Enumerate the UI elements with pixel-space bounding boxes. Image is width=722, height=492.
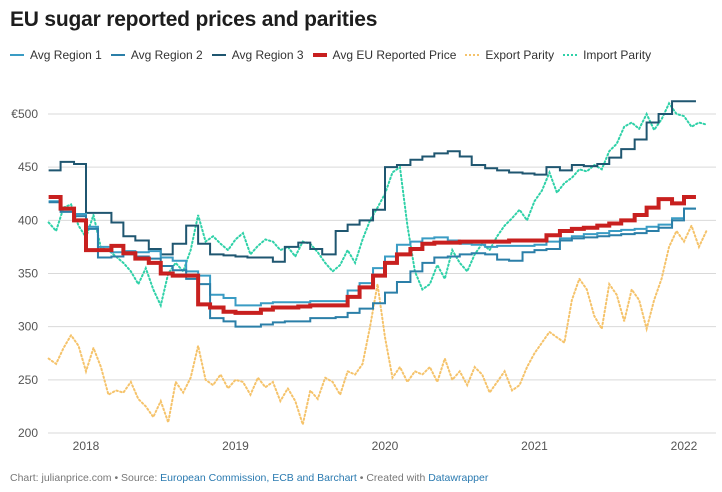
legend-label: Avg Region 1: [30, 48, 102, 62]
footer: Chart: julianprice.com • Source: Europea…: [10, 472, 488, 484]
series-export-parity-line: [47, 223, 708, 429]
legend-item: Import Parity: [563, 48, 651, 62]
legend: Avg Region 1 Avg Region 2 Avg Region 3 Avg …: [10, 48, 660, 62]
y-tick-label: 300: [18, 320, 38, 334]
series-avg-region-2-line: [48, 201, 696, 328]
legend-label: Import Parity: [583, 48, 652, 62]
y-tick-label: 450: [18, 160, 38, 174]
chart-plot: 200 250 300 350 400 450 €500 2018 2019 2020 2021 20…: [11, 100, 716, 453]
footer-credit: Chart: julianprice.com • Source:: [10, 472, 161, 484]
y-tick-label: 250: [18, 373, 38, 387]
legend-swatch: [465, 54, 480, 56]
source-link[interactable]: European Commission, ECB and Barchart: [160, 472, 357, 484]
y-tick-label: 350: [18, 267, 38, 281]
legend-item: Avg Region 2: [110, 48, 203, 62]
legend-item: Avg Region 3: [211, 48, 304, 62]
footer-middle: • Created with: [356, 472, 429, 484]
y-tick-label: 200: [18, 426, 38, 440]
legend-item: Export Parity: [465, 48, 554, 62]
legend-label: Avg Region 2: [130, 48, 203, 62]
y-tick-label: 400: [18, 213, 38, 227]
legend-swatch: [110, 54, 125, 56]
legend-item: Avg EU Reported Price: [312, 48, 457, 62]
legend-label: Avg EU Reported Price: [332, 48, 457, 62]
legend-label: Export Parity: [485, 48, 555, 62]
x-tick-label: 2020: [372, 439, 399, 453]
x-tick-label: 2019: [222, 439, 249, 453]
legend-label: Avg Region 3: [231, 48, 304, 62]
legend-swatch: [312, 53, 327, 57]
chart-title: EU sugar reported prices and parities: [10, 8, 378, 31]
x-tick-label: 2018: [73, 439, 100, 453]
legend-swatch: [563, 54, 578, 56]
legend-swatch: [10, 54, 24, 56]
legend-item: Avg Region 1: [10, 48, 102, 62]
legend-swatch: [211, 54, 226, 56]
x-tick-label: 2021: [521, 439, 548, 453]
datawrapper-link[interactable]: Datawrapper: [428, 472, 489, 484]
y-tick-label: €500: [11, 107, 38, 121]
x-tick-label: 2022: [671, 439, 698, 453]
series-avg-region-3-line: [48, 100, 696, 263]
series-avg-eu-reported-price-line: [48, 194, 696, 315]
